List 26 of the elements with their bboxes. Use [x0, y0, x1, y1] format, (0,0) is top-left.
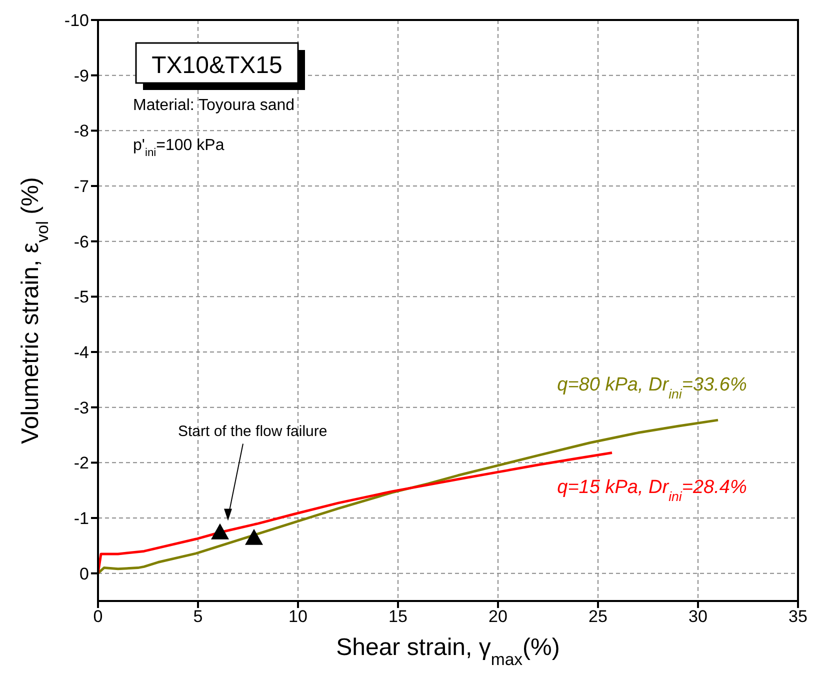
y-tick-label: -8: [74, 122, 89, 141]
y-tick-label: -6: [74, 232, 89, 252]
annotation: Start of the flow failure: [178, 422, 328, 440]
x-tick-label: 30: [688, 607, 708, 626]
series-label: q=15 kPa, Dr$_{ini}$=28.4%: [557, 477, 747, 504]
x-tick-label: 5: [193, 607, 203, 626]
y-tick-label: -5: [74, 288, 89, 307]
y-tick-label: -2: [74, 454, 89, 473]
y-tick-label: -3: [74, 398, 89, 418]
y-tick-label: -7: [74, 177, 89, 196]
annotation: p'$_{ini}$=100 kPa: [133, 137, 224, 159]
y-tick-label: 0: [80, 564, 89, 584]
x-axis-title: Shear strain, γ$_{max}$(%): [336, 634, 560, 668]
x-tick-label: 10: [288, 607, 308, 626]
y-tick-label: -9: [74, 66, 89, 86]
x-tick-label: 0: [93, 607, 103, 626]
y-tick-label: -4: [74, 343, 89, 362]
annotation: Material: Toyoura sand: [133, 97, 295, 114]
y-tick-label: -1: [74, 509, 89, 528]
x-tick-label: 15: [388, 607, 408, 626]
y-tick-label: -10: [64, 11, 89, 30]
x-tick-label: 35: [788, 607, 808, 626]
x-tick-label: 25: [588, 607, 608, 626]
series-label: q=80 kPa, Dr$_{ini}$=33.6%: [557, 374, 747, 402]
annotation: TX10&TX15: [152, 52, 282, 79]
x-tick-label: 20: [488, 607, 508, 626]
